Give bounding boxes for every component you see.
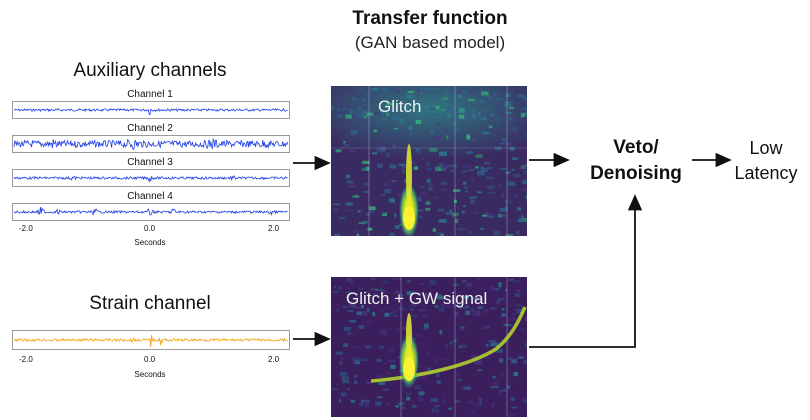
low-line-1: Low — [749, 138, 783, 158]
strain-tick-left: -2.0 — [19, 355, 33, 364]
low-latency-label: Low Latency — [722, 136, 810, 186]
veto-denoising-label: Veto/ Denoising — [574, 135, 698, 187]
glitch-gw-spectrogram-texture — [331, 277, 527, 416]
channel-3-trace — [13, 175, 288, 184]
aux-tick-right: 2.0 — [268, 224, 280, 233]
strain-plot — [12, 330, 290, 350]
channel-2-label: Channel 2 — [127, 123, 173, 134]
auxiliary-channels-heading: Auxiliary channels — [73, 60, 227, 81]
strain-tick-right: 2.0 — [268, 355, 280, 364]
channel-1-plot — [12, 101, 290, 119]
channel-3-plot — [12, 169, 290, 187]
veto-line-2: Denoising — [590, 163, 682, 184]
channel-4-plot — [12, 203, 290, 221]
low-line-2: Latency — [734, 163, 798, 183]
aux-axis-label: Seconds — [134, 238, 166, 247]
transfer-function-subtitle: (GAN based model) — [354, 33, 506, 52]
strain-trace — [13, 334, 288, 348]
channel-1-label: Channel 1 — [127, 89, 173, 100]
channel-4-label: Channel 4 — [127, 191, 173, 202]
channel-4-trace — [13, 206, 288, 216]
channel-3-label: Channel 3 — [127, 157, 173, 168]
channel-1-trace — [13, 108, 288, 116]
veto-line-1: Veto/ — [613, 137, 659, 158]
strain-channel-heading: Strain channel — [89, 293, 211, 314]
strain-axis-label: Seconds — [134, 370, 166, 379]
glitch-spectrogram — [331, 86, 527, 236]
aux-tick-left: -2.0 — [19, 224, 33, 233]
channel-2-plot — [12, 135, 290, 153]
arrow-gw-to-veto — [529, 194, 643, 348]
glitch-label: Glitch — [378, 97, 422, 116]
channel-2-trace — [13, 137, 288, 151]
transfer-function-title: Transfer function — [352, 8, 508, 29]
glitch-spectrogram-texture — [331, 86, 527, 236]
glitch-gw-label: Glitch + GW signal — [346, 289, 488, 308]
aux-tick-mid: 0.0 — [144, 224, 156, 233]
strain-tick-mid: 0.0 — [144, 355, 156, 364]
glitch-gw-spectrogram — [331, 277, 527, 417]
